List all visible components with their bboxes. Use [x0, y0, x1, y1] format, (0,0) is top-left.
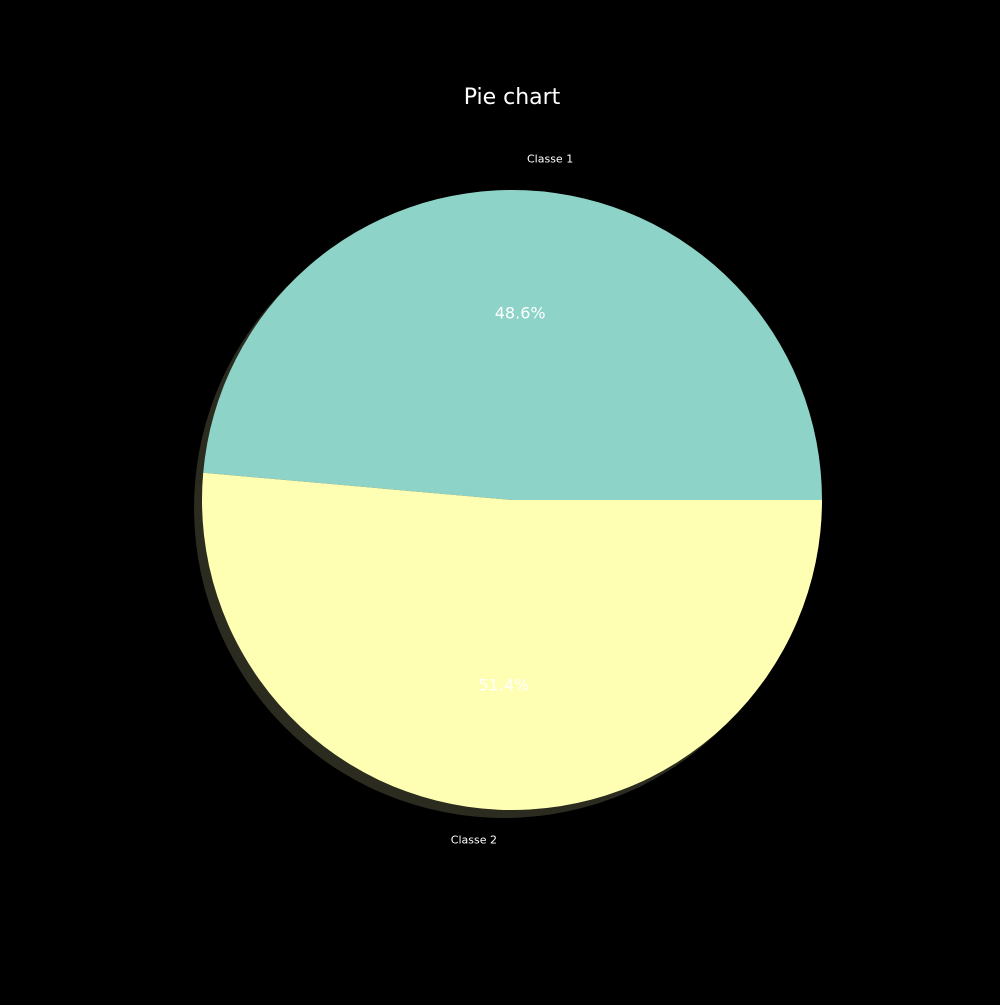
pie-labels: Classe 1 48.6% Classe 2 51.4% — [451, 152, 573, 846]
pie-slice-classe-1 — [203, 189, 822, 501]
pie-slice-classe-2 — [201, 472, 822, 810]
slice-label-classe-1: Classe 1 — [527, 152, 573, 165]
slice-label-classe-2: Classe 2 — [451, 834, 497, 847]
chart-title: Pie chart — [464, 85, 561, 110]
slice-percent-classe-1: 48.6% — [495, 304, 546, 323]
slice-percent-classe-2: 51.4% — [478, 675, 529, 694]
pie-slices — [201, 189, 822, 810]
